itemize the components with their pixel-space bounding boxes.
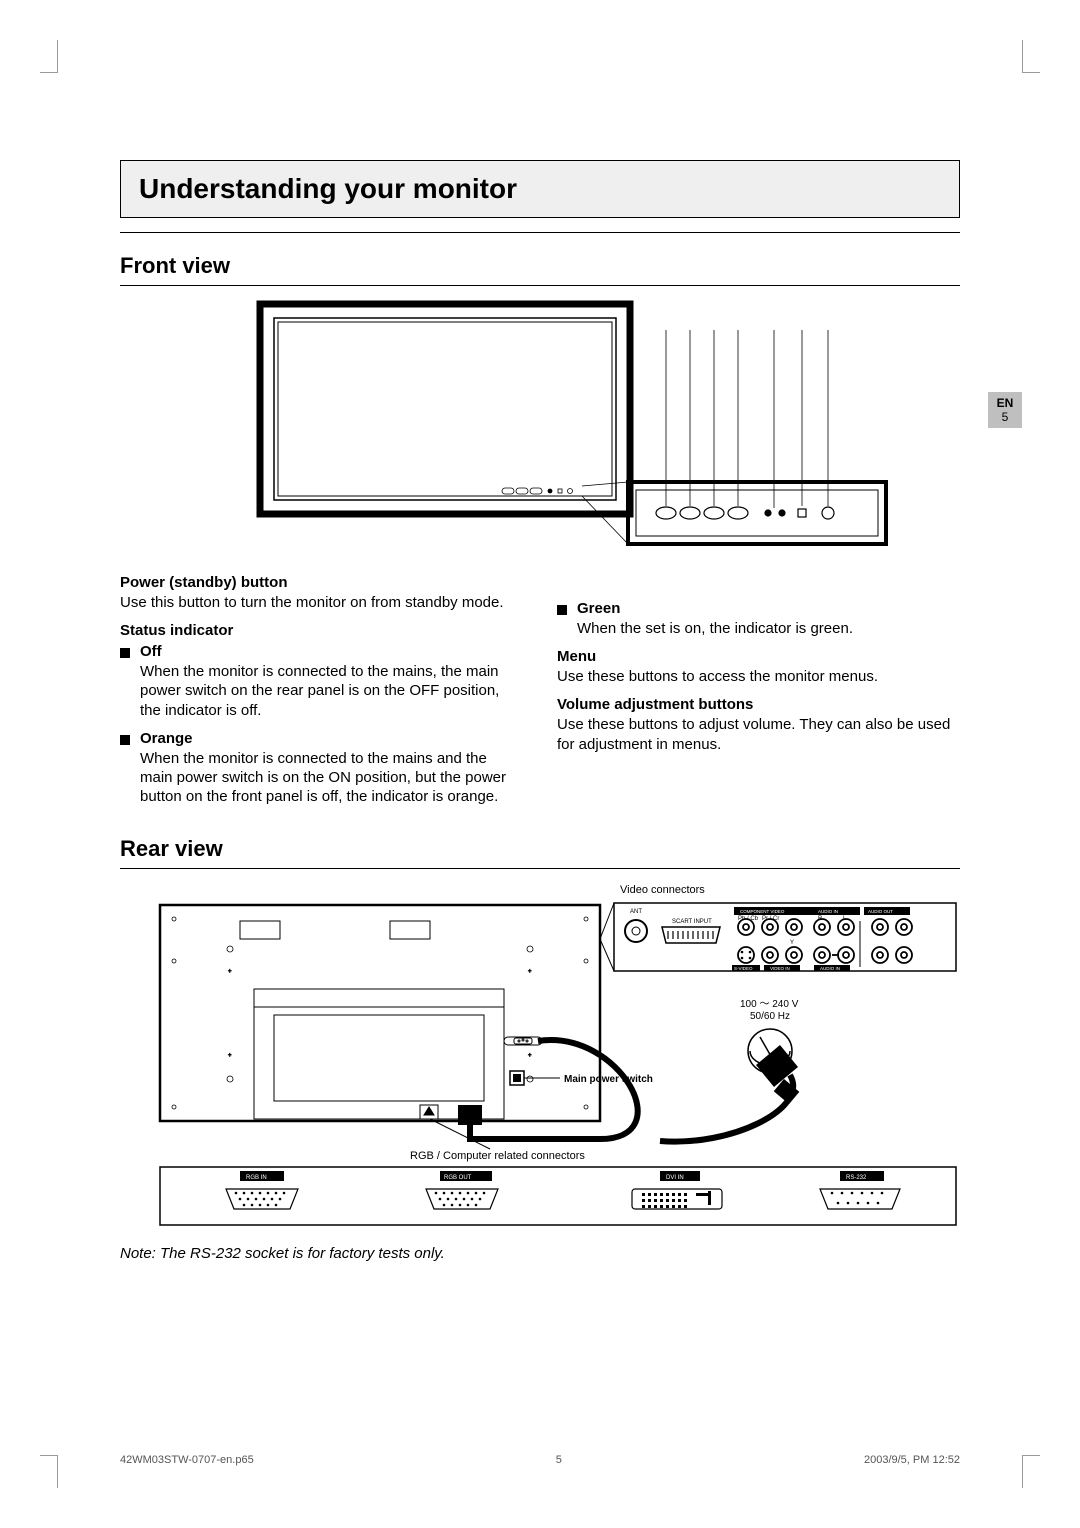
footer-date: 2003/9/5, PM 12:52 [864,1454,960,1466]
power-button-heading: Power (standby) button [120,574,523,591]
svg-text:DVI IN: DVI IN [666,1175,684,1181]
svg-text:VIDEO IN: VIDEO IN [770,966,790,971]
video-connectors-label: Video connectors [620,884,705,896]
crop-mark [57,40,58,73]
status-off-heading: Off [140,643,162,660]
status-orange-text: When the monitor is connected to the mai… [140,749,523,807]
front-view-heading: Front view [120,253,960,279]
page-content: Understanding your monitor Front view [120,160,960,1262]
power-frequency: 50/60 Hz [750,1011,790,1022]
divider [120,868,960,869]
crop-mark [1022,1455,1023,1488]
svg-text:+: + [228,969,232,975]
svg-text:AUDIO IN: AUDIO IN [820,966,840,971]
footer-filename: 42WM03STW-0707-en.p65 [120,1454,254,1466]
power-voltage: 100 ～ 240 V [740,999,799,1010]
svg-text:+: + [528,969,532,975]
tab-page-number: 5 [988,410,1022,424]
svg-text:+: + [528,1053,532,1059]
crop-mark [1022,1455,1040,1456]
page-title: Understanding your monitor [120,160,960,218]
main-power-switch-label: Main power switch [564,1074,653,1085]
footer-page: 5 [556,1454,562,1466]
status-green-text: When the set is on, the indicator is gre… [577,619,960,638]
status-indicator-heading: Status indicator [120,622,523,639]
svg-text:AUDIO IN: AUDIO IN [818,909,838,914]
svg-text:RGB IN: RGB IN [246,1175,267,1181]
svg-text:AUDIO OUT: AUDIO OUT [868,909,893,914]
power-button-text: Use this button to turn the monitor on f… [120,593,523,612]
crop-mark [40,1455,58,1456]
divider [120,232,960,233]
page-footer: 42WM03STW-0707-en.p65 5 2003/9/5, PM 12:… [120,1454,960,1466]
front-view-figure [120,296,960,560]
svg-text:+: + [228,1053,232,1059]
crop-mark [40,72,58,73]
crop-mark [1022,40,1023,73]
status-green-row: Green [557,600,960,617]
svg-text:SCART INPUT: SCART INPUT [672,919,712,925]
language-tab: EN 5 [988,392,1022,428]
square-bullet-icon [120,648,130,658]
language-code: EN [988,396,1022,410]
rear-view-figure: Video connectors + + + + [120,879,960,1233]
svg-text:ANT: ANT [630,909,642,915]
status-green-heading: Green [577,600,620,617]
svg-text:Pb / Cb: Pb / Cb [738,916,759,922]
svg-text:Pr / Cr: Pr / Cr [762,916,779,922]
svg-text:Y: Y [790,940,794,946]
divider [120,285,960,286]
square-bullet-icon [557,605,567,615]
svg-text:R: R [818,916,823,922]
svg-text:S-VIDEO: S-VIDEO [734,966,753,971]
svg-text:RS-232: RS-232 [846,1175,867,1181]
front-left-column: Power (standby) button Use this button t… [120,574,523,816]
status-orange-row: Orange [120,730,523,747]
menu-heading: Menu [557,648,960,665]
status-off-text: When the monitor is connected to the mai… [140,662,523,720]
rgb-connectors-label: RGB / Computer related connectors [410,1150,585,1162]
rear-view-heading: Rear view [120,836,960,862]
volume-heading: Volume adjustment buttons [557,696,960,713]
crop-mark [1022,72,1040,73]
square-bullet-icon [120,735,130,745]
volume-text: Use these buttons to adjust volume. They… [557,715,960,753]
status-orange-heading: Orange [140,730,193,747]
rs232-note: Note: The RS-232 socket is for factory t… [120,1245,960,1262]
status-off-row: Off [120,643,523,660]
front-right-column: Green When the set is on, the indicator … [557,574,960,816]
svg-text:RGB OUT: RGB OUT [444,1175,472,1181]
menu-text: Use these buttons to access the monitor … [557,667,960,686]
crop-mark [57,1455,58,1488]
front-view-text: Power (standby) button Use this button t… [120,574,960,816]
svg-text:COMPONENT VIDEO: COMPONENT VIDEO [740,909,785,914]
